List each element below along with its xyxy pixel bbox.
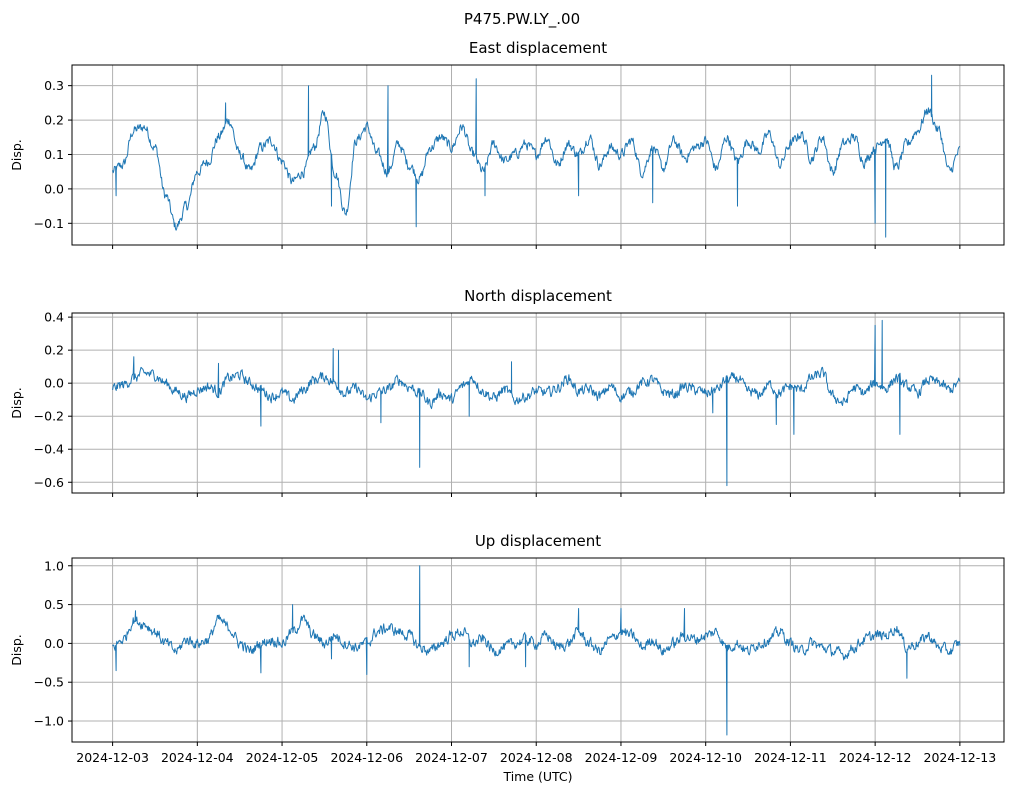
y-tick-label: 0.5 [44, 597, 64, 612]
north-title: North displacement [464, 287, 612, 305]
up-ylabel: Disp. [9, 634, 24, 666]
x-tick-label: 2024-12-09 [585, 750, 658, 765]
y-tick-label: 0.0 [44, 636, 64, 651]
up-title: Up displacement [475, 532, 601, 550]
axes-frame [71, 557, 1005, 743]
x-tick-label: 2024-12-03 [76, 750, 149, 765]
y-tick-label: 0.1 [44, 147, 64, 162]
x-tick-label: 2024-12-10 [669, 750, 742, 765]
north-ylabel: Disp. [9, 387, 24, 419]
axes-frame [71, 312, 1005, 494]
x-tick-label: 2024-12-07 [415, 750, 488, 765]
x-tick-label: 2024-12-08 [500, 750, 573, 765]
x-tick-label: 2024-12-13 [924, 750, 997, 765]
x-axis-label: Time (UTC) [502, 769, 572, 784]
x-tick-label: 2024-12-11 [754, 750, 827, 765]
y-tick-label: −0.1 [34, 216, 64, 231]
y-tick-label: −0.2 [34, 409, 64, 424]
y-tick-label: 0.2 [44, 343, 64, 358]
east-subplot: −0.1 0.0 0.1 0.2 0.3 East displacement Disp. [9, 39, 1005, 249]
y-tick-label: −0.6 [34, 475, 64, 490]
y-tick-label: −1.0 [34, 714, 64, 729]
y-tick-label: 0.0 [44, 181, 64, 196]
east-ylabel: Disp. [9, 139, 24, 171]
east-displacement-line [112, 74, 961, 238]
y-tick-label: 0.4 [44, 310, 64, 325]
figure-suptitle: P475.PW.LY_.00 [464, 10, 580, 29]
x-tick-label: 2024-12-12 [839, 750, 912, 765]
y-tick-label: 0.2 [44, 113, 64, 128]
north-displacement-line [112, 319, 961, 487]
x-tick-label: 2024-12-04 [161, 750, 234, 765]
north-subplot: −0.6 −0.4 −0.2 0.0 0.2 0.4 North displacement D… [9, 287, 1005, 497]
y-tick-label: 0.0 [44, 376, 64, 391]
east-title: East displacement [469, 39, 607, 57]
y-tick-label: −0.5 [34, 675, 64, 690]
up-subplot: −1.0 −0.5 0.0 0.5 1.0 2024-12-03 2024-12-04 202… [9, 532, 1005, 784]
up-displacement-line [112, 565, 961, 736]
x-tick-label: 2024-12-05 [246, 750, 319, 765]
axes-frame [71, 64, 1005, 246]
x-tick-label: 2024-12-06 [330, 750, 403, 765]
y-tick-label: −0.4 [34, 442, 64, 457]
y-tick-label: 1.0 [44, 558, 64, 573]
y-tick-label: 0.3 [44, 78, 64, 93]
